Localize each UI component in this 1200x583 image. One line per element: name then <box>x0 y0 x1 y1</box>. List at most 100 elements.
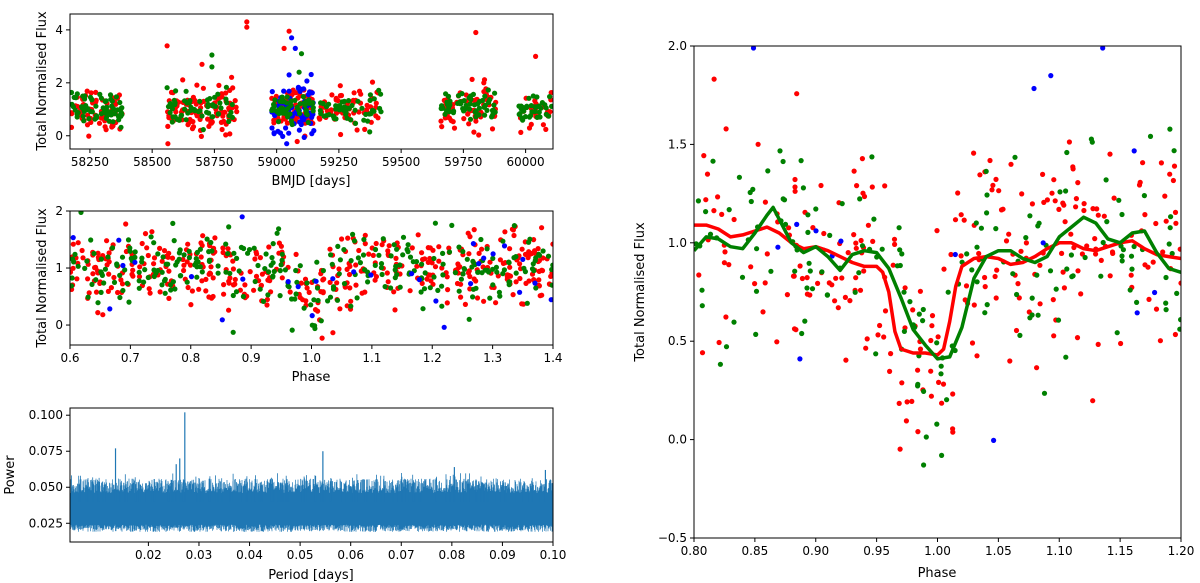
data-point <box>699 350 706 356</box>
data-point <box>119 254 126 260</box>
data-point <box>1098 257 1104 263</box>
x-tick-label: 59000 <box>258 155 296 169</box>
data-point <box>853 275 859 281</box>
data-point <box>549 103 553 109</box>
data-point <box>982 310 988 316</box>
data-point <box>484 107 490 113</box>
data-point <box>784 292 791 298</box>
data-point <box>103 127 109 133</box>
data-point <box>293 291 299 297</box>
data-point <box>917 346 924 352</box>
data-point <box>119 281 126 287</box>
data-point <box>142 231 149 237</box>
data-point <box>361 236 367 243</box>
data-point <box>124 280 130 286</box>
data-point <box>696 272 702 278</box>
data-point <box>1044 197 1050 203</box>
data-point <box>348 303 354 309</box>
data-point <box>227 131 233 137</box>
data-point <box>473 278 479 284</box>
data-point <box>413 259 420 265</box>
data-point <box>726 207 732 213</box>
data-point <box>373 100 379 106</box>
data-point <box>200 85 206 91</box>
phase-folded-ylabel: Total Normalised Flux <box>35 208 50 349</box>
data-point <box>1034 365 1040 371</box>
data-point <box>345 235 351 241</box>
data-point <box>296 69 302 75</box>
data-point <box>166 250 172 256</box>
data-point <box>108 109 114 115</box>
data-point <box>493 300 499 306</box>
data-point <box>859 156 866 162</box>
data-point <box>1101 213 1107 219</box>
data-point <box>310 100 316 106</box>
data-point <box>915 383 921 389</box>
data-point <box>234 109 240 115</box>
data-point <box>145 252 151 259</box>
data-point <box>500 238 506 244</box>
x-tick-label: 0.06 <box>337 548 364 562</box>
periodogram-line <box>70 412 553 532</box>
data-point <box>188 274 195 280</box>
data-point <box>511 223 517 229</box>
y-tick-label: 4 <box>55 23 63 37</box>
data-point <box>287 289 293 295</box>
data-point <box>279 94 285 100</box>
data-point <box>472 109 478 115</box>
data-point <box>93 97 99 103</box>
data-point <box>277 293 283 299</box>
data-point <box>253 273 260 279</box>
data-point <box>490 282 496 288</box>
data-point <box>359 105 365 111</box>
data-point <box>545 253 552 259</box>
data-point <box>945 289 951 295</box>
data-point <box>1092 236 1098 242</box>
y-tick-label: 2 <box>55 76 63 90</box>
data-point <box>1089 139 1095 145</box>
data-point <box>1075 180 1081 186</box>
data-point <box>70 265 76 271</box>
data-point <box>98 256 104 262</box>
data-point <box>339 236 345 242</box>
data-point <box>802 318 808 324</box>
data-point <box>294 138 300 145</box>
data-point <box>969 267 975 273</box>
data-point <box>165 141 171 147</box>
data-point <box>82 265 88 271</box>
x-tick-label: 0.8 <box>181 351 200 365</box>
data-point <box>948 251 954 258</box>
data-point <box>952 251 958 258</box>
data-point <box>456 264 462 271</box>
data-point <box>305 119 311 126</box>
data-point <box>132 249 138 255</box>
data-point <box>470 286 477 292</box>
data-point <box>1015 281 1021 287</box>
data-point <box>474 295 481 301</box>
data-point <box>210 103 216 109</box>
data-point <box>489 126 496 132</box>
data-point <box>513 270 519 276</box>
data-point <box>1040 171 1046 177</box>
data-point <box>753 331 759 337</box>
data-point <box>1078 291 1084 297</box>
data-point <box>385 248 391 254</box>
data-point <box>230 85 236 91</box>
data-point <box>929 313 936 319</box>
data-point <box>752 281 758 287</box>
data-point <box>72 251 78 257</box>
phase-zoom-xlabel: Phase <box>918 566 957 581</box>
data-point <box>481 80 487 86</box>
data-point <box>392 307 398 313</box>
data-point <box>365 279 371 285</box>
data-point <box>195 259 201 265</box>
data-point <box>449 222 455 228</box>
data-point <box>352 107 358 113</box>
y-tick-label: 1.5 <box>668 137 687 151</box>
data-point <box>70 235 76 241</box>
data-point <box>467 101 473 107</box>
data-point <box>438 118 444 124</box>
data-point <box>1006 231 1012 237</box>
data-point <box>169 255 176 261</box>
data-point <box>853 240 859 246</box>
